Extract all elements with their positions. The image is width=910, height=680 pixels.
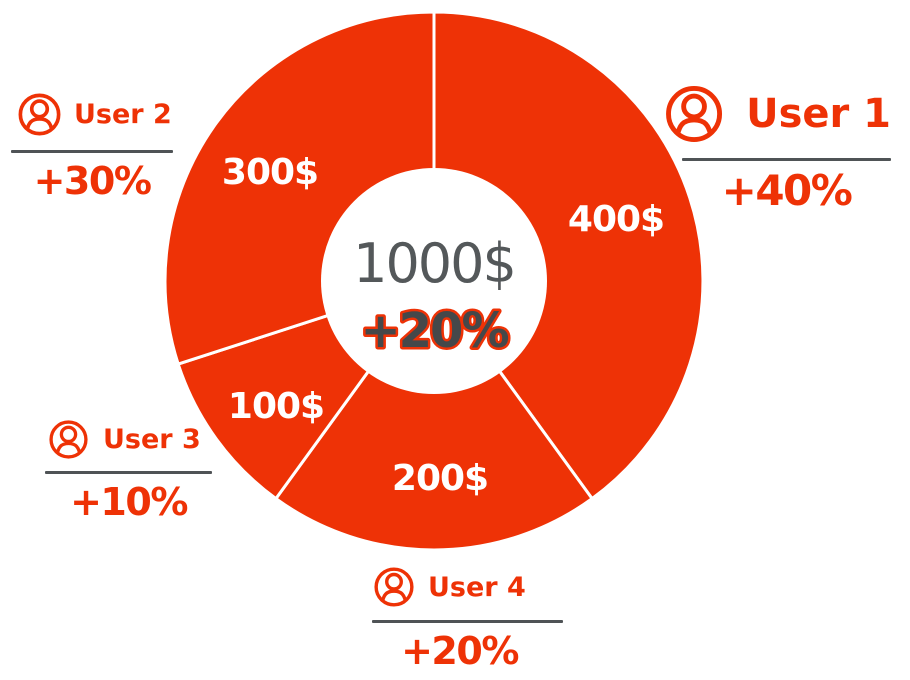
user-avatar-icon	[374, 567, 414, 607]
user-card-4: User 4 +20%	[372, 566, 563, 670]
user-card-1: User 1 +40%	[664, 80, 891, 212]
card-divider	[682, 158, 891, 161]
card-divider	[45, 471, 212, 474]
segment-value-user-3: 100$	[228, 386, 324, 427]
card-divider	[372, 620, 563, 623]
user-avatar-icon	[49, 420, 88, 459]
segment-user-1	[432, 10, 705, 501]
segment-value-user-2: 300$	[222, 152, 318, 193]
user-delta-label: +30%	[33, 159, 152, 203]
user-card-2: User 2 +30%	[11, 92, 173, 200]
center-delta-label: +20%	[360, 303, 508, 359]
user-name-label: User 2	[74, 99, 172, 130]
user-delta-label: +40%	[721, 166, 853, 215]
user-avatar-icon	[666, 86, 723, 142]
user-name-label: User 1	[746, 91, 891, 137]
donut-hole	[321, 168, 547, 394]
card-divider	[11, 150, 173, 153]
user-name-label: User 4	[428, 571, 526, 603]
segment-value-user-1: 400$	[568, 199, 664, 240]
user-avatar-icon	[18, 93, 61, 136]
user-delta-label: +20%	[401, 629, 519, 673]
center-total-label: 1000$	[353, 232, 515, 295]
segment-value-user-4: 200$	[392, 458, 488, 499]
user-delta-label: +10%	[70, 480, 188, 524]
segment-user-4	[274, 279, 594, 552]
user-card-3: User 3 +10%	[45, 419, 212, 521]
user-name-label: User 3	[103, 424, 201, 455]
